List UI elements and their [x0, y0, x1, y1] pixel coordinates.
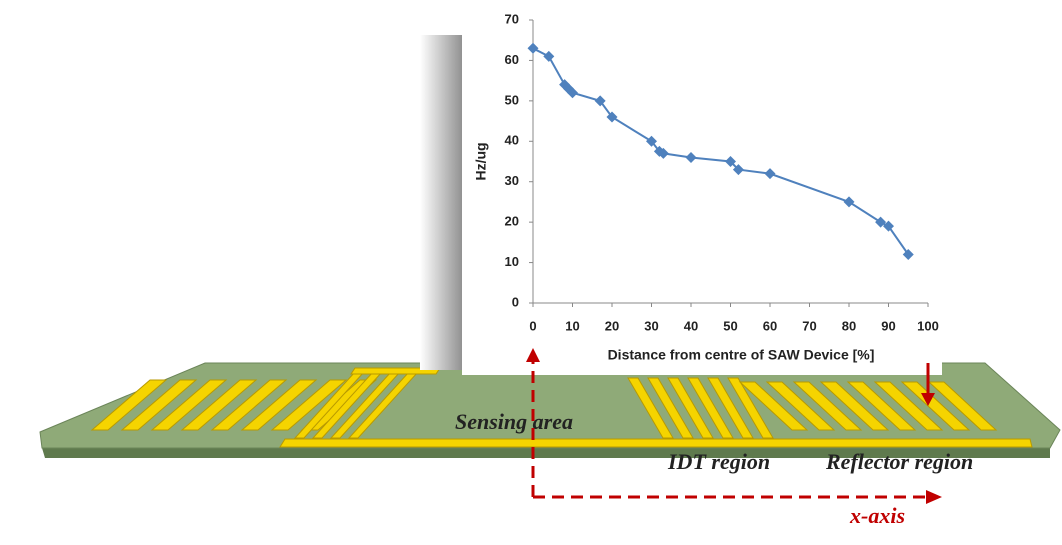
data-point: [883, 220, 894, 232]
annotation: Sensing area: [455, 409, 573, 434]
data-point: [657, 147, 669, 159]
arrowhead: [921, 393, 935, 406]
arrowhead: [526, 348, 540, 362]
electrode: [350, 367, 441, 375]
x-tick-label: 70: [802, 318, 816, 333]
y-tick-label: 60: [505, 52, 519, 67]
electrode: [210, 379, 288, 431]
busbar: [279, 438, 1033, 448]
electrode: [90, 379, 168, 431]
x-tick-label: 100: [917, 318, 939, 333]
data-point: [646, 135, 657, 147]
annotation: x-axis: [849, 503, 905, 528]
y-tick-label: 10: [505, 254, 519, 269]
x-tick-label: 10: [565, 318, 579, 333]
electrode: [900, 381, 971, 431]
y-tick-label: 70: [505, 11, 519, 26]
electrode: [927, 381, 998, 431]
electrode: [846, 381, 917, 431]
y-tick-label: 40: [505, 133, 519, 148]
x-axis-label: Distance from centre of SAW Device [%]: [608, 347, 875, 363]
y-axis-label: Hz/ug: [473, 142, 489, 180]
saw-device: [39, 362, 1061, 458]
y-tick-label: 50: [505, 92, 519, 107]
data-point: [606, 111, 618, 123]
electrode: [270, 379, 348, 431]
data-point: [902, 248, 914, 260]
x-axis-arrow: [526, 348, 942, 504]
electrode: [647, 377, 694, 439]
data-point: [527, 42, 539, 54]
y-tick-label: 20: [505, 214, 519, 229]
electrode: [707, 377, 754, 439]
annotation: Reflector region: [825, 449, 973, 474]
data-point: [725, 156, 736, 167]
data-point: [875, 216, 887, 228]
x-tick-label: 50: [723, 318, 737, 333]
x-tick-label: 0: [529, 318, 536, 333]
electrode: [765, 381, 836, 431]
panel-shadow: [420, 35, 465, 370]
electrode: [792, 381, 863, 431]
data-point: [843, 196, 855, 208]
arrowhead: [926, 490, 942, 504]
data-point: [732, 164, 744, 176]
electrodes: [90, 367, 1033, 448]
electrode: [687, 377, 734, 439]
x-tick-label: 90: [881, 318, 895, 333]
chart-panel: [462, 0, 942, 375]
electrode: [180, 379, 258, 431]
x-tick-label: 80: [842, 318, 856, 333]
annotation: IDT region: [667, 449, 770, 474]
board-edge: [42, 448, 1050, 458]
y-tick-label: 30: [505, 173, 519, 188]
x-tick-label: 40: [684, 318, 698, 333]
data-point: [567, 87, 578, 99]
data-point: [685, 151, 697, 163]
y-tick-label: 0: [512, 294, 519, 309]
data-point: [594, 95, 606, 107]
electrode: [150, 379, 228, 431]
electrode: [738, 381, 809, 431]
x-tick-label: 20: [605, 318, 619, 333]
electrode: [819, 381, 890, 431]
data-point: [764, 168, 776, 180]
electrode: [667, 377, 714, 439]
electrode: [240, 379, 318, 431]
electrode: [120, 379, 198, 431]
x-tick-label: 30: [644, 318, 658, 333]
x-tick-label: 60: [763, 318, 777, 333]
electrode: [873, 381, 944, 431]
electrode: [727, 377, 774, 439]
chart: 0 10 20 30 40 50 60 70 0 10 20 30 40 50 60 70 80 90 100 Dis…: [473, 11, 939, 362]
data-point: [543, 50, 555, 62]
electrode: [627, 377, 674, 439]
